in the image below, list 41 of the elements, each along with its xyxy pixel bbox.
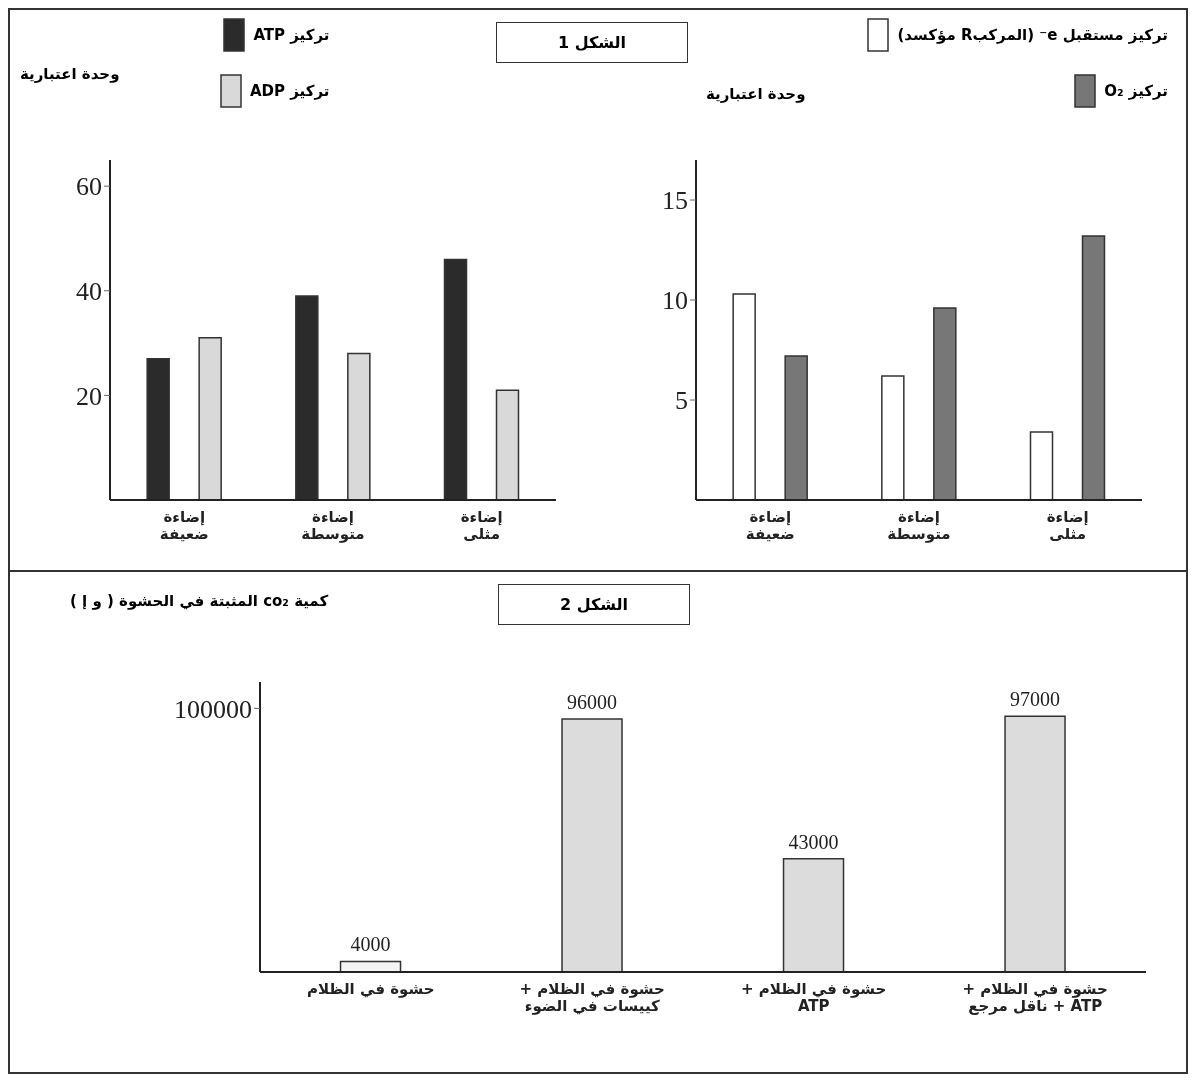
x-tick-label: إضاءة مثلى: [460, 508, 503, 543]
bar: [198, 337, 222, 500]
bar: [561, 718, 623, 972]
bar: [1081, 235, 1106, 500]
bar: [347, 352, 371, 500]
bar: [1029, 431, 1054, 500]
x-tick-label: إضاءة ضعيفة: [159, 508, 209, 543]
x-tick-label: إضاءة مثلى: [1046, 508, 1089, 543]
chart-title: الشكل 2: [498, 584, 690, 625]
x-tick-label: حشوة في الظلام + ATP + ناقل مرجع: [962, 980, 1108, 1015]
bar: [933, 307, 957, 500]
bar: [784, 355, 808, 500]
x-tick-label: إضاءة متوسطة: [301, 508, 365, 543]
y-tick-label: 5: [675, 386, 688, 416]
y-axis-title: وحدة اعتبارية: [706, 85, 806, 103]
x-tick-label: حشوة في الظلام: [306, 980, 435, 998]
y-tick-label: 60: [76, 172, 102, 202]
y-tick-label: 20: [76, 381, 102, 411]
legend-label: تركيز ATP: [253, 26, 330, 44]
bar: [732, 293, 756, 500]
legend-label: تركيز O₂: [1104, 82, 1168, 100]
y-tick-label: 40: [76, 277, 102, 306]
bar: [495, 389, 520, 500]
legend-label: تركيز مستقبل e⁻ (المركبR مؤكسد): [897, 26, 1168, 44]
data-label: 96000: [567, 690, 618, 713]
data-label: 97000: [1010, 688, 1061, 711]
data-label: 43000: [788, 830, 839, 853]
x-tick-label: إضاءة ضعيفة: [745, 508, 795, 543]
y-tick-label: 100000: [174, 694, 252, 724]
bar: [881, 375, 905, 500]
legend-label: تركيز ADP: [250, 82, 330, 100]
y-tick-label: 10: [662, 286, 688, 316]
bar: [782, 857, 845, 972]
y-axis-title: وحدة اعتبارية: [20, 65, 120, 83]
x-tick-label: حشوة في الظلام + كييسات في الضوء: [519, 980, 665, 1015]
text: الشكل 1: [496, 22, 688, 63]
y-axis-title: كمية co₂ المثبتة في الحشوة ( و إ ): [70, 592, 329, 610]
y-tick-label: 15: [662, 186, 688, 216]
x-tick-label: إضاءة متوسطة: [887, 508, 951, 543]
data-label: 4000: [350, 933, 391, 956]
bar: [1004, 715, 1066, 972]
